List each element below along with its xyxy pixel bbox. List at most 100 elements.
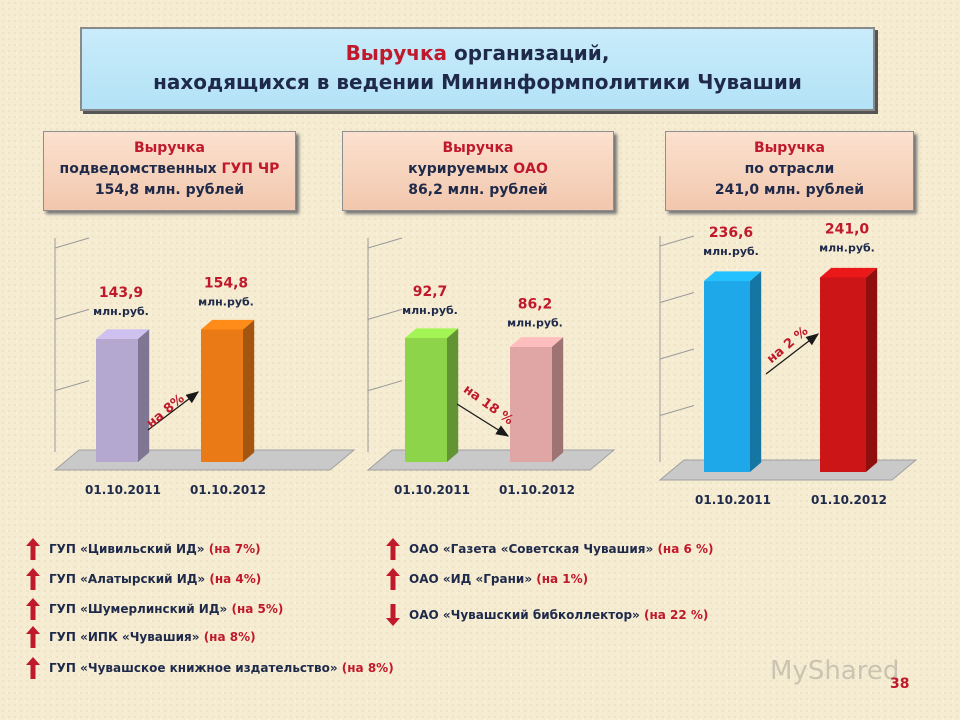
bar-value-label: 154,8 (204, 275, 248, 291)
info-box-gup-line2a: подведомственных (59, 161, 217, 177)
bar-side (552, 337, 564, 462)
chart-gridline (659, 348, 695, 360)
bar-value-label: 143,9 (99, 285, 143, 301)
bar-1-0: 92,7 млн.руб. (402, 284, 459, 462)
legend-item-name: ГУП «Алатырский ИД» (49, 572, 206, 586)
arrow-down-icon (386, 604, 400, 626)
arrow-up-icon (26, 598, 40, 620)
bar-value-label: 236,6 (709, 225, 753, 241)
bar-unit-label: млн.руб. (507, 317, 563, 330)
legend-item-text: ГУП «Чувашское книжное издательство» (на… (49, 656, 394, 680)
bar-top (704, 271, 762, 282)
info-box-industry-heading: Выручка (753, 140, 826, 156)
chart-gridline (659, 405, 695, 416)
chart-1: 92,7 млн.руб. 01.10.2011 86,2 млн.руб. 01.10.… (366, 237, 616, 497)
legend-item-pct: (на 1%) (532, 572, 589, 586)
arrow-up-icon (386, 568, 400, 590)
legend-item-name: ГУП «Цивильский ИД» (49, 542, 205, 556)
arrow-up-icon (386, 538, 400, 560)
change-arrow (147, 391, 200, 431)
legend-item-name: ГУП «Шумерлинский ИД» (49, 602, 228, 616)
info-box-industry-line2a: по отрасли (744, 161, 835, 177)
chart-gridline (54, 237, 90, 249)
bar-front (405, 338, 447, 462)
bar-value-label: 241,0 (825, 221, 870, 237)
legend-item-pct: (на 6 %) (653, 542, 714, 556)
bar-top (820, 267, 878, 278)
bar-top (201, 319, 255, 330)
arrow-up-icon (26, 568, 40, 590)
info-box-oao-total: 86,2 млн. рублей (408, 182, 548, 198)
legend-item-pct: (на 8%) (337, 661, 394, 675)
change-arrow (765, 333, 820, 375)
x-tick-label: 01.10.2011 (695, 493, 771, 507)
arrow-up-icon (26, 626, 40, 648)
bar-front (510, 346, 552, 462)
x-tick-label: 01.10.2012 (811, 493, 887, 507)
chart-floor (366, 449, 616, 471)
bar-side (138, 329, 150, 462)
bar-unit-label: млн.руб. (819, 241, 875, 254)
chart-gridline (367, 308, 403, 320)
legend-item-text: ОАО «Чувашский бибколлектор» (на 22 %) (409, 603, 708, 627)
legend-item-name: ОАО «Чувашский бибколлектор» (409, 608, 640, 622)
legend-item-name: ГУП «Чувашское книжное издательство» (49, 661, 338, 675)
bar-value-label: 92,7 (413, 284, 448, 300)
change-arrow (456, 403, 510, 437)
x-tick-label: 01.10.2012 (190, 483, 266, 497)
info-box-industry-total: 241,0 млн. рублей (714, 182, 865, 198)
bar-unit-label: млн.руб. (703, 245, 759, 258)
page-number: 38 (890, 676, 910, 692)
title-line2: находящихся в ведении Мининформполитики … (153, 70, 802, 94)
bar-front (704, 281, 750, 472)
arrow-up-icon (26, 657, 40, 679)
bar-side (750, 271, 762, 472)
legend-item-text: ОАО «Газета «Советская Чувашия» (на 6 %) (409, 537, 714, 561)
bar-value-label: 86,2 (518, 297, 553, 313)
change-label: на 8% (144, 391, 188, 431)
x-tick-label: 01.10.2012 (499, 483, 575, 497)
legend-item-name: ОАО «Газета «Советская Чувашия» (409, 542, 654, 556)
info-box-oao-line2b: ОАО (508, 161, 548, 177)
chart-gridline (54, 308, 90, 320)
info-box-oao-heading: Выручка (442, 140, 514, 156)
legend-item-pct: (на 7%) (204, 542, 261, 556)
info-box-oao-line2a: курируемых (408, 161, 509, 177)
legend-item-text: ГУП «Цивильский ИД» (на 7%) (49, 537, 261, 561)
x-tick-label: 01.10.2011 (394, 483, 470, 497)
legend-item-text: ОАО «ИД «Грани» (на 1%) (409, 567, 588, 591)
legend-item-pct: (на 22 %) (639, 608, 709, 622)
watermark: MyShared (770, 656, 900, 686)
bar-front (96, 338, 138, 462)
legend-item-text: ГУП «ИПК «Чувашия» (на 8%) (49, 625, 256, 649)
bar-top (96, 329, 150, 339)
bar-front (820, 277, 866, 472)
bar-unit-label: млн.руб. (402, 304, 458, 317)
legend-item-name: ОАО «ИД «Грани» (409, 572, 533, 586)
bar-top (510, 337, 564, 347)
title-rest: организаций, (447, 41, 610, 65)
bar-side (243, 319, 255, 462)
info-box-gup-heading: Выручка (133, 140, 206, 156)
title-accent: Выручка (345, 41, 448, 65)
bar-side (866, 267, 878, 472)
legend-item-name: ГУП «ИПК «Чувашия» (49, 630, 200, 644)
chart-gridline (659, 235, 695, 247)
legend-item-text: ГУП «Алатырский ИД» (на 4%) (49, 567, 261, 591)
chart-gridline (367, 237, 403, 249)
bar-0-1: 154,8 млн.руб. (198, 275, 255, 462)
chart-floor (658, 459, 918, 481)
arrow-up-icon (26, 538, 40, 560)
chart-gridline (659, 292, 695, 303)
info-box-gup-total: 154,8 млн. рублей (94, 182, 245, 198)
bar-top (405, 328, 459, 339)
x-tick-label: 01.10.2011 (85, 483, 161, 497)
bar-front (201, 329, 243, 462)
chart-gridline (54, 380, 90, 392)
bar-unit-label: млн.руб. (93, 305, 149, 318)
page-title: Выручка организаций, находящихся в веден… (80, 27, 875, 111)
info-box-gup: Выручка подведомственных ГУП ЧР 154,8 мл… (43, 131, 296, 211)
legend-item-pct: (на 5%) (227, 602, 284, 616)
change-label: на 18 % (460, 382, 516, 428)
